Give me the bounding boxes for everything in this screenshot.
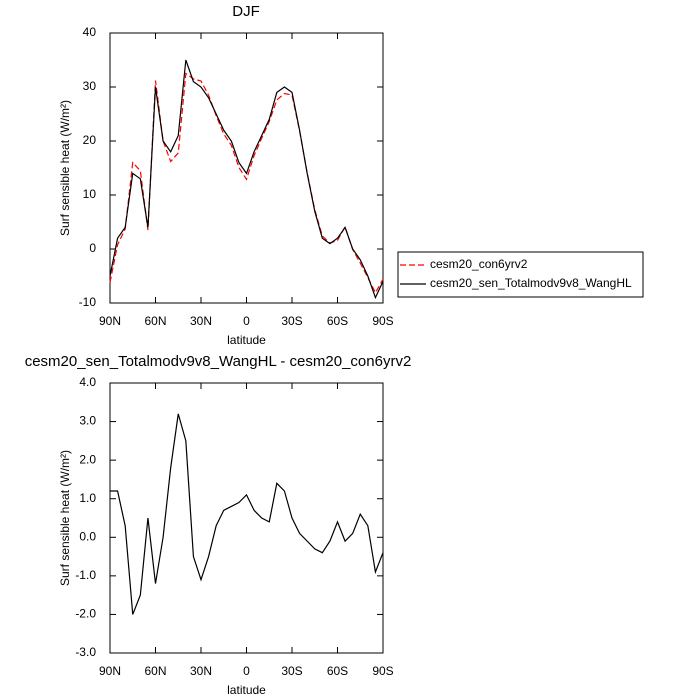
x-tick-label: 60S [327,314,348,328]
x-tick-label: 30N [190,664,212,678]
x-tick-label: 30S [281,314,302,328]
x-tick-label: 90N [99,664,121,678]
x-axis-label: latitude [227,333,266,347]
x-tick-label: 30N [190,314,212,328]
x-tick-label: 30S [281,664,302,678]
y-tick-label: 40 [83,25,97,39]
line-series [109,72,384,295]
x-tick-label: 90N [99,314,121,328]
y-tick-label: -10 [79,295,97,309]
plot-frame [109,382,384,654]
y-axis-label: Surf sensible heat (W/m²) [58,100,72,236]
y-tick-label: 4.0 [79,375,96,389]
y-tick-label: 20 [83,133,97,147]
line-series [110,413,384,615]
legend-label: cesm20_con6yrv2 [430,257,528,271]
y-tick-label: 1.0 [79,491,96,505]
y-tick-label: 0.0 [79,529,96,543]
y-tick-label: 30 [83,79,97,93]
y-tick-label: -2.0 [75,607,96,621]
x-tick-label: 60N [144,314,166,328]
y-tick-label: 0 [89,241,96,255]
y-tick-label: -1.0 [75,568,96,582]
x-tick-label: 60S [327,664,348,678]
x-axis-label: latitude [227,683,266,697]
x-tick-label: 90S [372,664,393,678]
chart-title: cesm20_sen_Totalmodv9v8_WangHL - cesm20_… [25,353,412,370]
x-tick-label: 0 [243,314,250,328]
y-axis-label: Surf sensible heat (W/m²) [58,450,72,586]
x-tick-label: 90S [372,314,393,328]
y-tick-label: 10 [83,187,97,201]
chart-title: DJF [232,3,260,20]
y-tick-label: 3.0 [79,414,96,428]
x-tick-label: 0 [243,664,250,678]
line-series [109,59,384,300]
legend-label: cesm20_sen_Totalmodv9v8_WangHL [430,276,632,290]
y-tick-label: -3.0 [75,645,96,659]
y-tick-label: 2.0 [79,452,96,466]
legend-box [397,251,644,298]
x-tick-label: 60N [144,664,166,678]
